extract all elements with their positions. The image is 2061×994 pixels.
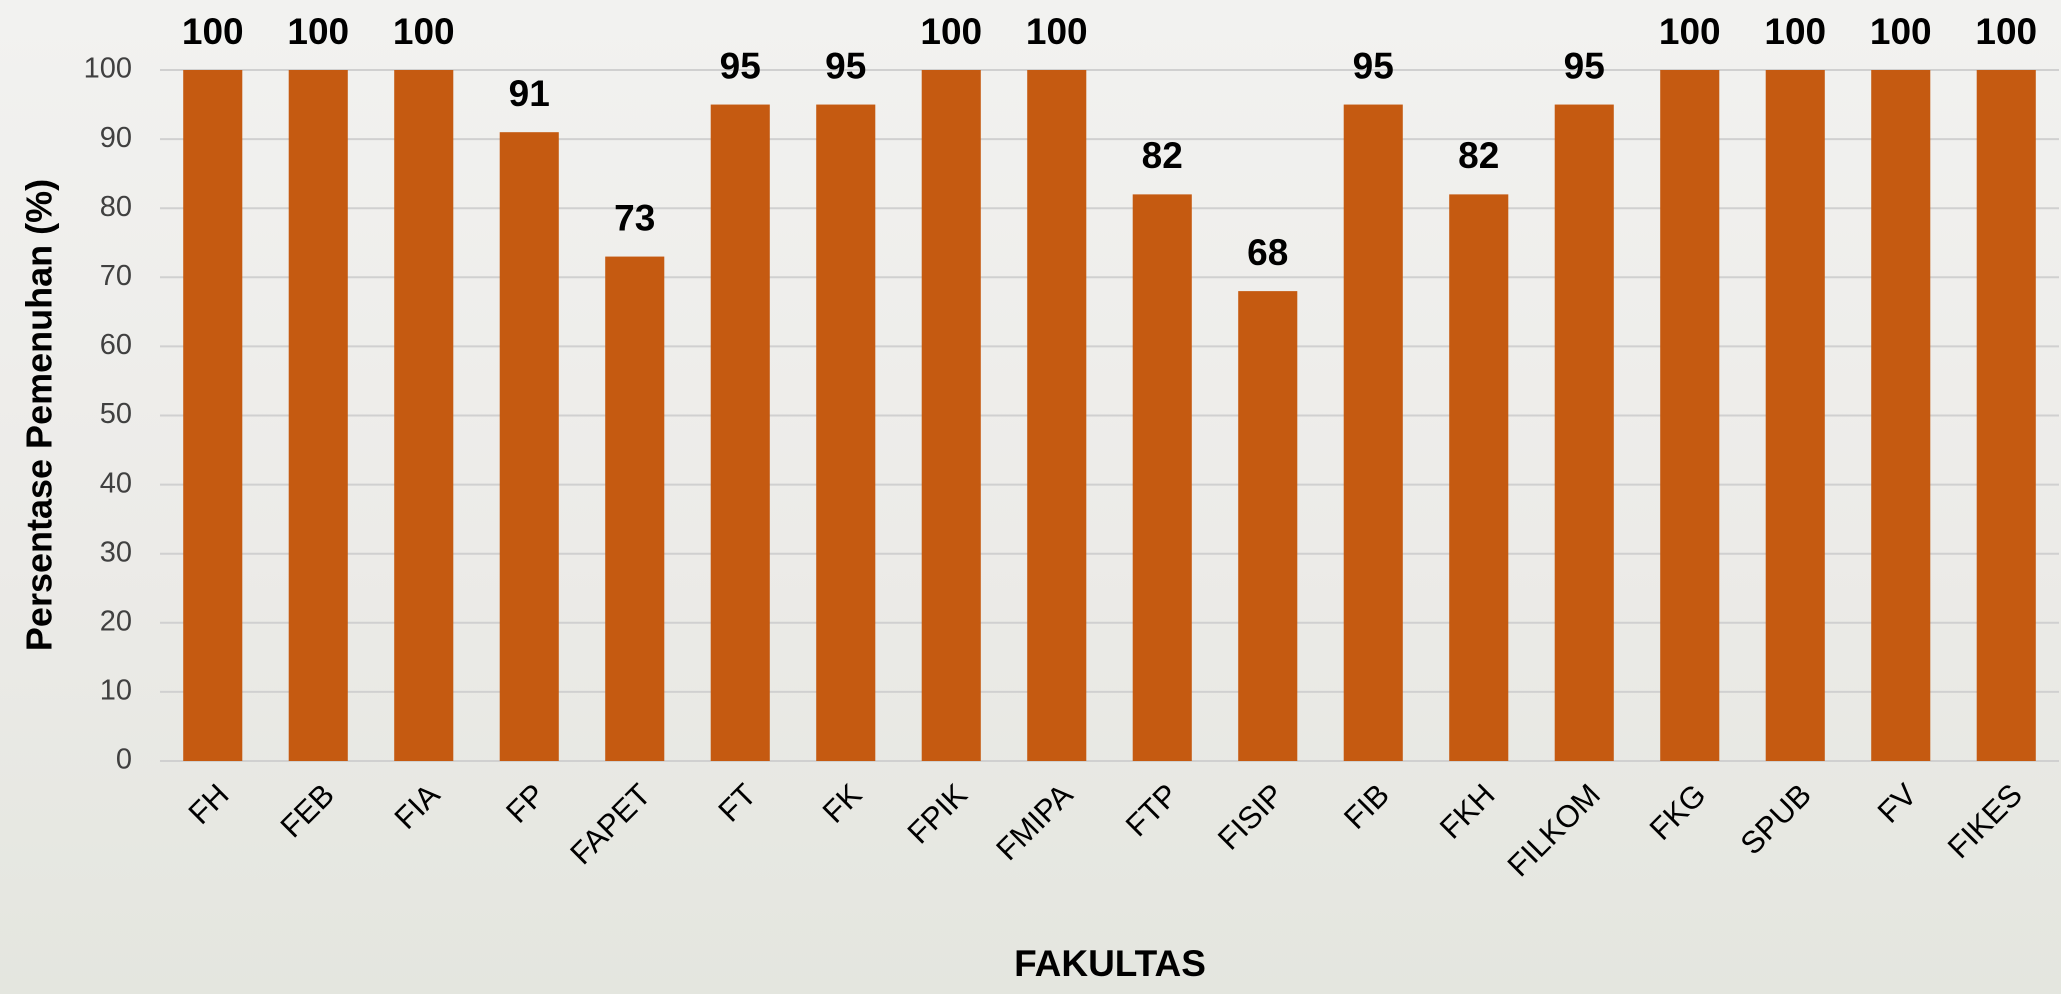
y-tick-label: 20 [100, 605, 132, 637]
bar [1238, 291, 1297, 761]
y-tick-label: 50 [100, 398, 132, 430]
x-tick-label: SPUB [1734, 777, 1818, 861]
x-tick-label: FIA [388, 777, 447, 836]
bar [1977, 70, 2036, 761]
data-label: 91 [509, 73, 550, 114]
x-tick-label: FEB [274, 777, 341, 844]
data-label: 95 [1564, 45, 1605, 86]
x-tick-label: FIKES [1941, 777, 2029, 865]
y-tick-label: 70 [100, 260, 132, 292]
data-label: 82 [1142, 135, 1183, 176]
data-label: 73 [614, 197, 655, 238]
data-label: 100 [393, 11, 455, 52]
x-tick-label: FMIPA [989, 777, 1079, 867]
data-label: 100 [287, 11, 349, 52]
bar [922, 70, 981, 761]
bar [500, 132, 559, 761]
x-tick-label: FPIK [901, 777, 975, 851]
y-tick-label: 0 [116, 744, 132, 776]
x-axis-title: FAKULTAS [1014, 943, 1206, 984]
x-tick-label: FKH [1433, 777, 1502, 846]
data-label: 68 [1247, 232, 1288, 273]
bar [1766, 70, 1825, 761]
data-label: 100 [1659, 11, 1721, 52]
x-tick-label: FKG [1643, 777, 1713, 847]
x-tick-label: FV [1871, 777, 1924, 830]
data-label: 95 [1353, 45, 1394, 86]
y-tick-label: 60 [100, 329, 132, 361]
data-label: 82 [1458, 135, 1499, 176]
x-tick-label: FK [816, 777, 869, 830]
bar [1660, 70, 1719, 761]
data-label: 100 [1764, 11, 1826, 52]
data-label: 100 [1870, 11, 1932, 52]
bar [605, 257, 664, 761]
bar [711, 105, 770, 761]
y-tick-label: 30 [100, 536, 132, 568]
x-tick-label: FT [711, 777, 763, 829]
bar [1344, 105, 1403, 761]
bar [183, 70, 242, 761]
bar [816, 105, 875, 761]
data-label: 95 [825, 45, 866, 86]
x-tick-label: FISIP [1211, 777, 1291, 857]
x-tick-label: FILKOM [1501, 777, 1607, 883]
y-tick-label: 10 [100, 675, 132, 707]
data-label: 95 [720, 45, 761, 86]
bar [1027, 70, 1086, 761]
bar [1871, 70, 1930, 761]
data-label: 100 [1975, 11, 2037, 52]
y-tick-label: 40 [100, 467, 132, 499]
bar [1449, 194, 1508, 761]
y-tick-label: 90 [100, 122, 132, 154]
bar [394, 70, 453, 761]
y-axis-title: Persentase Pemenuhan (%) [19, 179, 60, 651]
x-tick-label: FAPET [563, 777, 657, 871]
bar [289, 70, 348, 761]
y-tick-label: 80 [100, 191, 132, 223]
x-tick-label: FTP [1119, 777, 1185, 843]
bar [1555, 105, 1614, 761]
data-label: 100 [182, 11, 244, 52]
data-label: 100 [1026, 11, 1088, 52]
chart: FAKULTAS Persentase Pemenuhan (%) 0 10 20 3… [0, 0, 2061, 994]
x-tick-label: FH [182, 777, 236, 831]
x-tick-label: FIB [1337, 777, 1396, 836]
x-tick-label: FP [499, 777, 552, 830]
bar [1133, 194, 1192, 761]
y-tick-label: 100 [84, 53, 132, 85]
data-label: 100 [920, 11, 982, 52]
